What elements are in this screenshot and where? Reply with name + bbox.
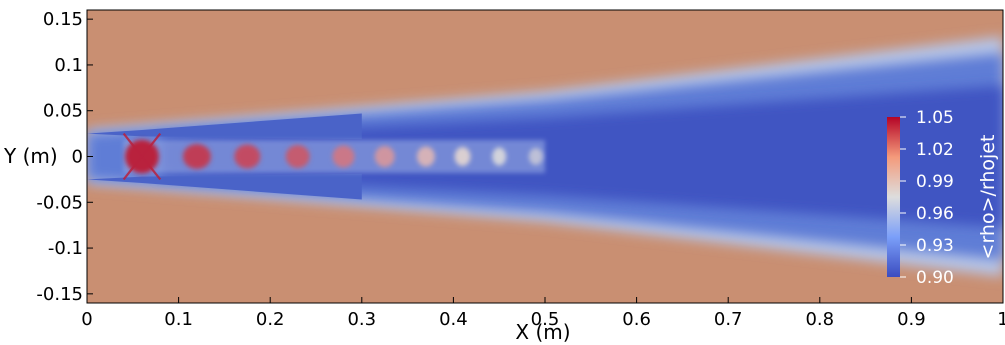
lower-shear-layer: [87, 173, 362, 200]
colorbar-tick-label: 0.90: [916, 268, 954, 288]
colorbar-ticks: 1.05 1.02 0.99 0.96 0.93 0.90: [900, 108, 954, 288]
colorbar-tick-label: 0.93: [916, 236, 954, 256]
colorbar-tick-label: 0.99: [916, 172, 954, 192]
x-tick-label: 0.7: [714, 309, 743, 330]
colorbar-label: <rho>/rhojet: [977, 135, 999, 260]
shock-cell: [332, 145, 355, 168]
colorbar-tick-label: 1.02: [916, 140, 954, 160]
colorbar-bar: [887, 117, 900, 277]
x-tick-label: 0.1: [164, 309, 193, 330]
x-tick-label: 0.5: [531, 309, 560, 330]
y-tick-label: -0.05: [36, 192, 83, 213]
y-tick-label: -0.15: [36, 284, 83, 305]
y-axis-label: Y (m): [3, 144, 58, 168]
x-tick-label: 0.4: [439, 309, 468, 330]
x-tick-label: 0.9: [897, 309, 926, 330]
x-axis-label: X (m): [515, 320, 570, 344]
shock-wave-line: [122, 132, 162, 181]
x-axis: 0 0.1 0.2 0.3 0.4 0.5 0.6 0.7 0.8 0.9 1: [81, 297, 1005, 330]
colorbar: 1.05 1.02 0.99 0.96 0.93 0.90 <rho>/rhojet: [887, 108, 999, 288]
plot-area: [86, 9, 1004, 304]
y-tick-label: 0.15: [43, 9, 83, 30]
shock-cell: [492, 147, 507, 166]
colorbar-tick-label: 1.05: [916, 108, 954, 128]
shock-cell: [285, 145, 310, 168]
shock-cell: [182, 144, 211, 169]
x-tick-label: 0: [81, 309, 92, 330]
y-tick-label: 0.05: [43, 101, 83, 122]
jet-inner-core: [160, 85, 1003, 228]
y-tick-label: 0: [72, 147, 83, 168]
upper-shear-layer: [87, 113, 362, 140]
x-tick-label: 0.2: [256, 309, 285, 330]
shock-cell: [234, 144, 261, 169]
density-field: [87, 36, 1003, 277]
x-tick-label: 0.6: [622, 309, 651, 330]
x-tick-label: 0.8: [805, 309, 834, 330]
y-tick-label: 0.1: [54, 55, 83, 76]
shock-cell: [454, 147, 471, 166]
x-tick-label: 1: [997, 309, 1005, 330]
shock-cell: [416, 146, 435, 167]
y-tick-label: -0.1: [48, 238, 83, 259]
colorbar-tick-label: 0.96: [916, 204, 954, 224]
x-tick-label: 0.3: [347, 309, 376, 330]
y-axis: 0.15 0.1 0.05 0 -0.05 -0.1 -0.15: [36, 9, 93, 305]
shock-cell: [374, 146, 395, 167]
shock-cell: [528, 148, 543, 165]
